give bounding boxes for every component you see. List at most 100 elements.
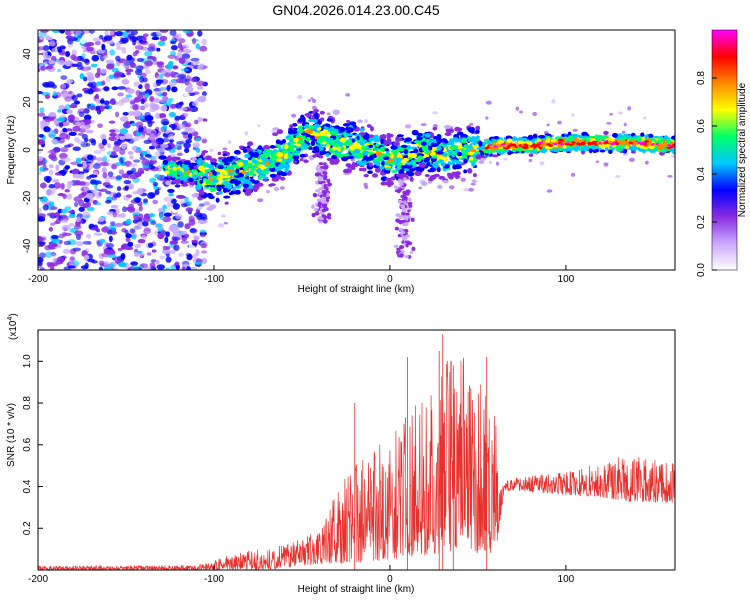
spectrogram-cell <box>232 186 237 192</box>
spectrogram-cell <box>467 138 475 143</box>
spectrogram-cell <box>81 58 90 63</box>
spectrogram-cell <box>277 163 285 169</box>
spectrogram-cell <box>135 90 141 97</box>
spectrogram-cell <box>95 195 102 199</box>
spectrogram-cell <box>305 129 314 135</box>
spectrogram-cell <box>134 68 143 76</box>
spectrogram-cell <box>108 120 116 124</box>
spectrogram-cell <box>86 206 95 212</box>
spectrogram-cell <box>169 240 179 245</box>
spectrogram-cell <box>410 217 415 222</box>
spectrogram-cell <box>162 91 168 97</box>
spectrogram-cell <box>119 213 126 218</box>
spectrogram-cell <box>57 109 62 113</box>
spectrogram-cell <box>383 141 389 146</box>
spectrogram-cell <box>72 173 82 179</box>
spectrogram-cell <box>162 124 168 131</box>
spectrogram-cell <box>50 234 59 240</box>
spectrogram-cell <box>528 158 533 163</box>
spectrogram-cell <box>200 242 207 249</box>
spectrogram-cell <box>217 156 225 160</box>
spectrogram-cell <box>483 149 491 154</box>
spectrogram-cell <box>319 150 327 155</box>
spectrogram-cell <box>124 138 131 142</box>
snr-x-tick-label: 0 <box>387 574 393 585</box>
spectrogram-cell <box>68 131 77 137</box>
spectrogram-cell <box>366 124 372 128</box>
spectrogram-cell <box>506 138 513 143</box>
spectrogram-cell <box>268 183 274 187</box>
spectrogram-cell <box>185 138 192 144</box>
spectrogram-cell <box>149 107 156 113</box>
spectrogram-cell <box>110 221 116 227</box>
spectrogram-cell <box>75 157 82 164</box>
spectrogram-cell <box>137 167 145 174</box>
spectrogram-cell <box>208 171 213 176</box>
spectrogram-cell <box>158 113 167 119</box>
spectrogram-cell <box>85 72 94 77</box>
spectrogram-cell <box>257 198 264 203</box>
spectrogram-cell <box>303 159 309 164</box>
spectrogram-cell <box>326 178 331 183</box>
spectrogram-cell <box>59 30 66 34</box>
spectrogram-cell <box>60 182 65 190</box>
spectrogram-cell <box>156 147 166 153</box>
figure-title: GN04.2026.014.23.00.C45 <box>272 2 440 18</box>
spectrogram-cell <box>62 248 71 254</box>
spectrogram-cell <box>452 137 459 143</box>
snr-frame <box>37 329 676 571</box>
spectrogram-cell <box>168 124 177 128</box>
spectrogram-cell <box>187 200 192 207</box>
spectrogram-cell <box>468 148 477 153</box>
spectrogram-cell <box>272 127 280 131</box>
spectrogram-cell <box>391 170 398 173</box>
spectrogram-cell <box>582 137 587 141</box>
spectrogram-cell <box>623 122 627 127</box>
spectrogram-cell <box>109 30 115 36</box>
spectrogram-cell <box>72 146 81 152</box>
spectrogram-cell <box>199 63 204 69</box>
spectrogram-cell <box>451 154 456 158</box>
spectrogram-cell <box>114 82 119 86</box>
snr-x-ticks: -200 -100 0 100 <box>28 565 575 585</box>
spectrogram-cell <box>636 136 642 142</box>
spectrogram-cell <box>263 159 271 163</box>
spectrogram-cell <box>111 151 117 157</box>
spectrogram-cell <box>113 71 123 78</box>
spectrogram-cell <box>50 148 59 154</box>
spectrogram-y-tick-label: -40 <box>22 238 33 253</box>
spectrogram-cell <box>431 155 438 159</box>
spectrogram-cell <box>144 50 153 57</box>
spectrogram-cell <box>105 59 114 64</box>
spectrogram-cell <box>475 125 481 131</box>
spectrogram-cell <box>42 81 50 88</box>
spectrogram-cell <box>86 175 92 180</box>
spectrogram-cell <box>176 141 185 145</box>
spectrogram-cell <box>70 161 79 165</box>
spectrogram-cell <box>65 50 71 58</box>
spectrogram-cell <box>170 249 176 255</box>
spectrogram-cell <box>368 162 373 167</box>
spectrogram-cell <box>71 94 78 102</box>
spectrogram-cell <box>201 257 208 265</box>
spectrogram-cell <box>195 43 200 50</box>
spectrogram-cell <box>436 166 441 173</box>
spectrogram-cell <box>108 136 117 142</box>
spectrogram-cell <box>140 40 149 46</box>
spectrogram-cell <box>157 40 166 47</box>
spectrogram-cell <box>340 146 345 151</box>
spectrogram-cell <box>137 238 146 244</box>
spectrogram-cell <box>143 139 152 145</box>
spectrogram-cell <box>45 189 53 196</box>
spectrogram-cell <box>487 139 491 145</box>
spectrogram-cell <box>75 216 82 223</box>
spectrogram-cell <box>106 39 114 45</box>
snr-x-tick-label: -100 <box>204 574 224 585</box>
spectrogram-cell <box>98 260 105 266</box>
spectrogram-cell <box>149 102 156 109</box>
spectrogram-cell <box>309 135 316 141</box>
spectrogram-cell <box>627 106 632 111</box>
spectrogram-cell <box>146 73 155 79</box>
spectrogram-cell <box>339 153 344 158</box>
spectrogram-cell <box>548 144 553 147</box>
